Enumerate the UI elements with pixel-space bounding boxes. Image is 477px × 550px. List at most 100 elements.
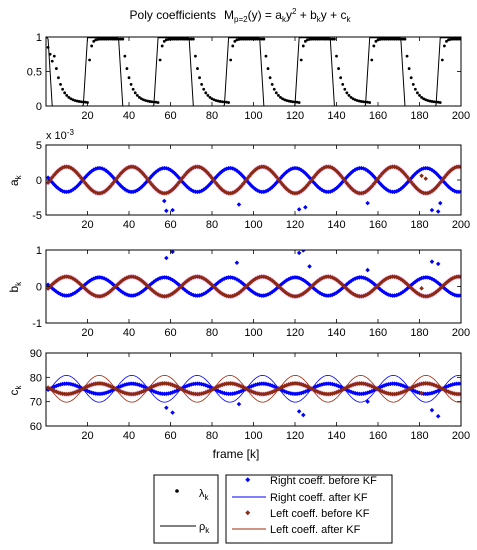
right-outlier-point <box>296 409 302 414</box>
lambda-point <box>127 76 131 80</box>
lambda-point <box>189 37 193 41</box>
lambda-point <box>428 99 432 103</box>
left-before-point <box>404 174 410 179</box>
y-axis-label-main: a <box>7 179 21 186</box>
right-before-point <box>458 381 461 387</box>
lambda-point <box>277 94 280 97</box>
right-outlier-point <box>296 250 302 256</box>
lambda-point <box>239 37 243 41</box>
left-before-point <box>81 178 86 183</box>
right-outlier-point <box>365 399 370 404</box>
lambda-point <box>395 37 399 41</box>
left-before-point <box>79 175 84 181</box>
lambda-point <box>289 100 293 103</box>
lambda-point <box>167 37 170 41</box>
legend-right: Right coeff. before KF Right coeff. afte… <box>225 474 393 544</box>
x-tick-label: 180 <box>410 327 428 339</box>
lambda-point <box>220 100 224 104</box>
lambda-point <box>445 39 448 43</box>
lambda-point <box>77 100 81 103</box>
y-tick-label: 60 <box>30 421 42 433</box>
lambda-point <box>343 87 347 91</box>
left-before-point <box>435 182 441 188</box>
lambda-point <box>303 39 307 43</box>
legend-lambda-label: λk <box>199 488 210 502</box>
lambda-point <box>173 37 177 41</box>
right-outlier-point <box>164 255 169 261</box>
y-axis-label: ak <box>7 174 23 186</box>
x-tick-label: 160 <box>369 219 387 231</box>
y-axis-label-sub: k <box>14 281 23 286</box>
axes-frame <box>45 144 462 216</box>
lambda-point <box>399 37 403 41</box>
left-outlier-point <box>419 390 424 396</box>
lambda-point <box>65 94 69 97</box>
lambda-point <box>397 37 401 41</box>
left-before-point <box>112 179 117 184</box>
lambda-point <box>196 67 199 70</box>
lambda-point <box>420 95 423 99</box>
x-tick-label: 180 <box>410 430 428 442</box>
right-outlier-point <box>296 207 302 212</box>
lambda-point <box>391 37 394 41</box>
lambda-point <box>57 76 60 80</box>
legend-right-before-marker <box>245 477 251 483</box>
lambda-point <box>158 58 162 62</box>
x-tick-label: 140 <box>327 219 345 231</box>
lambda-point <box>438 101 442 104</box>
x-tick-label: 80 <box>206 430 218 442</box>
lambda-point <box>413 87 417 91</box>
x-tick-label: 40 <box>123 327 135 339</box>
lambda-point <box>297 101 301 104</box>
left-before-point <box>338 173 343 178</box>
lambda-point <box>81 100 85 104</box>
lambda-point <box>403 37 407 41</box>
lambda-point <box>384 37 388 41</box>
lambda-point <box>200 82 204 86</box>
x-tick-label: 140 <box>327 327 345 339</box>
lambda-point <box>440 58 444 62</box>
x-tick-label: 60 <box>164 110 176 122</box>
y-tick-label: 0 <box>36 175 42 187</box>
lambda-point <box>360 100 363 103</box>
x-tick-label: 200 <box>452 110 470 122</box>
lambda-point <box>115 37 118 41</box>
x-tick-label: 160 <box>369 110 387 122</box>
y-tick-label: 80 <box>30 372 42 384</box>
y-tick-label: 1 <box>36 32 42 44</box>
lambda-point <box>106 37 110 41</box>
right-outlier-point <box>307 264 312 269</box>
lambda-point <box>210 97 214 101</box>
lambda-point <box>409 76 413 80</box>
lambda-point <box>330 37 334 41</box>
lambda-point <box>229 58 233 62</box>
lambda-point <box>179 37 183 41</box>
lambda-point <box>320 37 324 41</box>
lambda-point <box>256 37 260 41</box>
lambda-point <box>231 44 235 48</box>
lambda-point <box>100 37 104 41</box>
plot-area <box>46 37 461 106</box>
lambda-point <box>171 37 174 41</box>
lambda-point <box>279 95 282 99</box>
x-tick-label: 40 <box>123 430 135 442</box>
legend-right-before-label: Right coeff. before KF <box>270 475 377 487</box>
lambda-point <box>449 37 453 41</box>
lambda-point <box>366 100 370 104</box>
lambda-point <box>451 37 455 41</box>
lambda-point <box>175 37 179 41</box>
x-tick-label: 180 <box>410 219 428 231</box>
legend-left-before-label: Left coeff. before KF <box>270 508 370 520</box>
lambda-point <box>185 37 189 41</box>
lambda-point <box>84 100 87 104</box>
lambda-point <box>333 37 336 41</box>
legend-right-after-label: Right coeff. after KF <box>270 492 368 504</box>
lambda-point <box>308 37 311 41</box>
lambda-point <box>52 54 56 58</box>
lambda-point <box>121 37 125 41</box>
lambda-point <box>90 44 94 48</box>
lambda-point <box>264 54 268 58</box>
lambda-point <box>314 37 318 41</box>
x-tick-label: 40 <box>123 110 135 122</box>
